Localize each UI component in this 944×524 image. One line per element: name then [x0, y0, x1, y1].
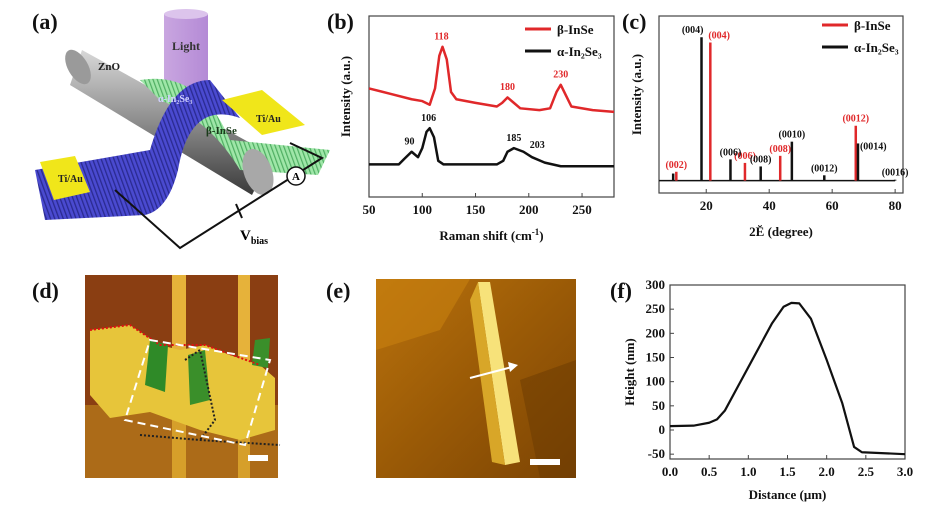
plot-frame	[658, 15, 904, 194]
legend-label: α-In₂Se₃	[557, 44, 602, 59]
profile-arrow	[469, 366, 513, 379]
panel-a-schematic: (a) Light ZnO β-InSe α-In₂Se₃ Ti/Au Ti/A…	[32, 9, 330, 250]
peak-label: 203	[530, 140, 545, 151]
scale-bar	[530, 459, 560, 465]
peak-label: 185	[506, 133, 521, 144]
arrow-head-icon	[508, 362, 518, 372]
peak-label: (002)	[665, 160, 687, 171]
x-tick-label: 1.0	[740, 464, 756, 479]
x-axis-label-end: )	[539, 228, 543, 243]
x-tick-label: 20	[700, 198, 713, 213]
x-tick-label: 50	[363, 202, 376, 217]
light-label: Light	[172, 39, 200, 53]
series-line	[669, 301, 906, 456]
panel-e-label: (e)	[326, 278, 350, 303]
peak-label: (006)	[734, 151, 756, 162]
afm-image	[376, 279, 576, 478]
alpha-label: α-In₂Se₃	[158, 94, 192, 105]
x-axis-label-text: Raman shift (cm	[439, 228, 532, 243]
y-axis-label: Intensity (a.u.)	[338, 56, 353, 137]
optical-micrograph	[85, 275, 281, 478]
legend-label: α-In₂Se₃	[854, 40, 899, 55]
x-tick-label: 1.5	[779, 464, 796, 479]
peak-label: (0012)	[811, 163, 838, 174]
electrode-right-label: Ti/Au	[256, 114, 281, 125]
x-tick-label: 150	[466, 202, 486, 217]
y-tick-label: 50	[652, 398, 665, 413]
panel-c-label: (c)	[622, 9, 646, 34]
peak-label: (0012)	[842, 114, 869, 125]
panel-f-label: (f)	[610, 278, 632, 303]
plot-frame	[669, 284, 906, 460]
legend-label: β-InSe	[854, 18, 891, 33]
vbias-subscript: bias	[251, 236, 268, 247]
vbias-text: V	[240, 228, 251, 244]
x-axis-label: 2Ĕ (degree)	[749, 224, 813, 239]
zno-label: ZnO	[98, 61, 120, 73]
ammeter-label: A	[292, 171, 300, 183]
plot-frame	[368, 15, 615, 198]
y-tick-label: 0	[659, 422, 666, 437]
x-tick-label: 0.5	[701, 464, 718, 479]
vbias-label: Vbias	[240, 228, 268, 247]
x-axis-label: Raman shift (cm-1)	[439, 227, 543, 243]
electrode-right: Ti/Au	[222, 90, 305, 135]
electrode-left-label: Ti/Au	[58, 174, 83, 185]
series-line	[369, 126, 614, 168]
x-axis-label: Distance (μm)	[749, 487, 827, 502]
legend-label: β-InSe	[557, 22, 594, 37]
x-tick-label: 200	[519, 202, 539, 217]
y-tick-label: 100	[646, 374, 666, 389]
y-tick-label: 250	[646, 301, 666, 316]
peak-label: 180	[500, 82, 515, 93]
peak-label: 106	[421, 113, 436, 124]
ammeter: A	[286, 166, 306, 186]
y-axis-label: Height (nm)	[622, 338, 637, 406]
raman-chart: 50 100 150 200 250 118 180 230 90 106 185 203 β-InSe…	[338, 15, 615, 243]
voltage-source-symbol	[235, 203, 243, 219]
peak-label: (0016)	[882, 168, 909, 179]
x-tick-label: 40	[763, 198, 776, 213]
y-tick-label: 200	[646, 325, 666, 340]
scale-bar	[248, 455, 268, 461]
y-tick-label: -50	[648, 446, 665, 461]
x-tick-label: 100	[413, 202, 433, 217]
peak-label: (0010)	[779, 130, 806, 141]
height-profile-chart: 0.0 0.5 1.0 1.5 2.0 2.5 3.0 -50 0 50 100 150 200 250 3…	[622, 277, 913, 502]
beta-label: β-InSe	[206, 125, 237, 137]
peak-label: (008)	[750, 154, 772, 165]
peak-label: 230	[553, 70, 568, 81]
x-tick-label: 60	[826, 198, 839, 213]
panel-a-label: (a)	[32, 9, 58, 34]
peak-label: (004)	[682, 25, 704, 36]
x-tick-label: 2.0	[819, 464, 835, 479]
y-tick-label: 150	[646, 350, 666, 365]
peak-label: (0014)	[860, 141, 887, 152]
x-tick-label: 3.0	[897, 464, 913, 479]
electrode-left: Ti/Au	[40, 156, 90, 200]
peak-label: 118	[434, 32, 448, 43]
peak-label: (006)	[720, 147, 742, 158]
peak-label: 90	[404, 137, 414, 148]
x-tick-label: 2.5	[858, 464, 875, 479]
panel-b-label: (b)	[327, 9, 354, 34]
x-axis-label-sup: -1	[532, 227, 540, 237]
series-line	[368, 45, 615, 114]
peak-label: (004)	[708, 31, 730, 42]
x-tick-label: 80	[889, 198, 902, 213]
y-tick-label: 300	[646, 277, 666, 292]
x-tick-label: 0.0	[662, 464, 678, 479]
nanowire-end	[242, 148, 274, 196]
circuit	[114, 142, 325, 250]
light-beam: Light	[164, 9, 208, 92]
y-axis-label: Intensity (a.u.)	[629, 54, 644, 135]
xrd-chart: 20 40 60 80(002)(004)(006)(008)(0012)(004)(…	[629, 15, 909, 239]
panel-d-label: (d)	[32, 278, 59, 303]
peak-label: (008)	[769, 144, 791, 155]
x-tick-label: 250	[572, 202, 592, 217]
